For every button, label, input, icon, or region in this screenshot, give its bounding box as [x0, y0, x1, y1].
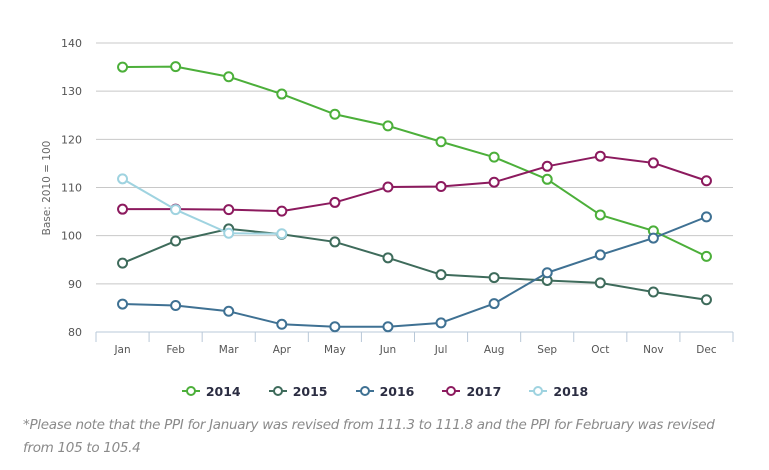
x-tick-label: Feb — [166, 344, 185, 356]
legend-marker-icon — [442, 386, 461, 396]
data-point-2016-nov[interactable] — [647, 232, 659, 244]
x-tick-label: Oct — [591, 344, 609, 356]
series-line-2015 — [122, 227, 707, 301]
data-point-2018-jan[interactable] — [117, 173, 129, 185]
data-point-2018-feb[interactable] — [170, 204, 182, 216]
data-point-2017-may[interactable] — [329, 196, 341, 208]
x-tick-label: Sep — [537, 344, 557, 356]
y-axis-label: Base: 2010 = 100 — [41, 141, 53, 236]
y-axis-ticks: 80 90 100 110 120 130 140 — [61, 37, 82, 339]
grid-lines — [96, 42, 733, 285]
series-2015 — [117, 223, 712, 306]
data-point-2017-aug[interactable] — [488, 176, 500, 188]
data-point-2015-nov[interactable] — [647, 286, 659, 298]
data-point-2015-feb[interactable] — [170, 235, 182, 247]
y-tick-label: 80 — [68, 326, 82, 339]
series-2017 — [117, 150, 712, 217]
y-tick-label: 120 — [61, 133, 82, 146]
data-point-2016-apr[interactable] — [276, 318, 288, 330]
legend-label: 2016 — [379, 383, 415, 399]
x-tick-label: Jun — [379, 344, 396, 356]
data-point-2017-mar[interactable] — [223, 204, 235, 216]
data-point-2015-dec[interactable] — [700, 294, 712, 306]
y-tick-label: 140 — [61, 37, 82, 50]
x-tick-label: Dec — [696, 344, 717, 356]
data-point-2016-sep[interactable] — [541, 267, 553, 279]
data-point-2016-mar[interactable] — [223, 305, 235, 317]
data-point-2017-jul[interactable] — [435, 181, 447, 193]
x-tick-label: Apr — [273, 344, 292, 356]
legend-marker-icon — [355, 386, 374, 396]
data-point-2015-jan[interactable] — [117, 257, 129, 269]
legend-marker-icon — [181, 386, 200, 396]
series-2014 — [117, 61, 712, 262]
data-point-2017-jun[interactable] — [382, 181, 394, 193]
footnote: *Please note that the PPI for January wa… — [23, 417, 715, 456]
line-chart: 80 90 100 110 120 130 140 Jan Feb Mar Apr May Jun Ju… — [41, 37, 734, 356]
y-tick-label: 130 — [61, 85, 82, 98]
legend-item-2017[interactable]: 2017 — [441, 384, 501, 399]
legend-label: 2018 — [553, 383, 589, 399]
y-tick-label: 110 — [61, 182, 82, 195]
data-point-2014-apr[interactable] — [276, 88, 288, 100]
data-point-2014-aug[interactable] — [488, 151, 500, 163]
data-point-2014-dec[interactable] — [700, 250, 712, 262]
legend: 2014 2015 2016 2017 2018 — [0, 382, 769, 401]
data-point-2014-jan[interactable] — [117, 61, 129, 73]
data-point-2016-jan[interactable] — [117, 298, 129, 310]
series-2018 — [117, 173, 288, 240]
legend-item-2014[interactable]: 2014 — [181, 384, 241, 399]
series-group — [117, 61, 712, 333]
x-tick-label: Mar — [219, 344, 239, 356]
legend-marker-icon — [268, 386, 287, 396]
data-point-2017-apr[interactable] — [276, 205, 288, 217]
y-tick-label: 100 — [61, 230, 82, 243]
data-point-2017-jan[interactable] — [117, 203, 129, 215]
data-point-2015-jul[interactable] — [435, 269, 447, 281]
x-tick-label: Aug — [484, 344, 505, 356]
data-point-2015-jun[interactable] — [382, 252, 394, 264]
series-line-2018 — [122, 177, 282, 235]
data-point-2014-mar[interactable] — [223, 71, 235, 83]
legend-label: 2014 — [205, 383, 241, 399]
legend-label: 2015 — [292, 383, 328, 399]
legend-item-2016[interactable]: 2016 — [355, 383, 415, 399]
data-point-2016-feb[interactable] — [170, 300, 182, 312]
x-tick-label: Nov — [643, 344, 664, 356]
x-tick-label: Jan — [113, 344, 130, 356]
data-point-2016-may[interactable] — [329, 321, 341, 333]
data-point-2015-may[interactable] — [329, 236, 341, 248]
data-point-2016-jun[interactable] — [382, 321, 394, 333]
legend-label: 2017 — [466, 383, 502, 399]
y-tick-label: 90 — [68, 278, 82, 291]
legend-item-2018[interactable]: 2018 — [528, 384, 588, 399]
x-tick-label: May — [324, 344, 346, 356]
data-point-2015-aug[interactable] — [488, 272, 500, 284]
data-point-2015-oct[interactable] — [594, 277, 606, 289]
data-point-2017-oct[interactable] — [594, 150, 606, 162]
data-point-2016-aug[interactable] — [488, 298, 500, 310]
series-line-2016 — [122, 215, 707, 328]
legend-item-2015[interactable]: 2015 — [268, 384, 328, 399]
data-point-2017-dec[interactable] — [700, 175, 712, 187]
data-point-2014-may[interactable] — [329, 108, 341, 120]
legend-marker-icon — [529, 386, 548, 396]
data-point-2014-jun[interactable] — [382, 120, 394, 132]
series-line-2014 — [122, 65, 707, 258]
data-point-2016-jul[interactable] — [435, 317, 447, 329]
series-line-2017 — [122, 155, 707, 213]
data-point-2014-sep[interactable] — [541, 173, 553, 185]
x-axis: Jan Feb Mar Apr May Jun Jul Aug Sep Oct Nov Dec — [95, 331, 734, 356]
data-point-2014-jul[interactable] — [435, 136, 447, 148]
data-point-2017-sep[interactable] — [541, 160, 553, 172]
data-point-2014-oct[interactable] — [594, 209, 606, 221]
x-tick-label: Jul — [434, 344, 448, 356]
data-point-2018-mar[interactable] — [223, 227, 235, 239]
data-point-2014-feb[interactable] — [170, 61, 182, 73]
data-point-2018-apr[interactable] — [276, 228, 288, 240]
series-2016 — [117, 211, 712, 333]
data-point-2016-oct[interactable] — [594, 249, 606, 261]
data-point-2016-dec[interactable] — [700, 211, 712, 223]
data-point-2017-nov[interactable] — [647, 157, 659, 169]
